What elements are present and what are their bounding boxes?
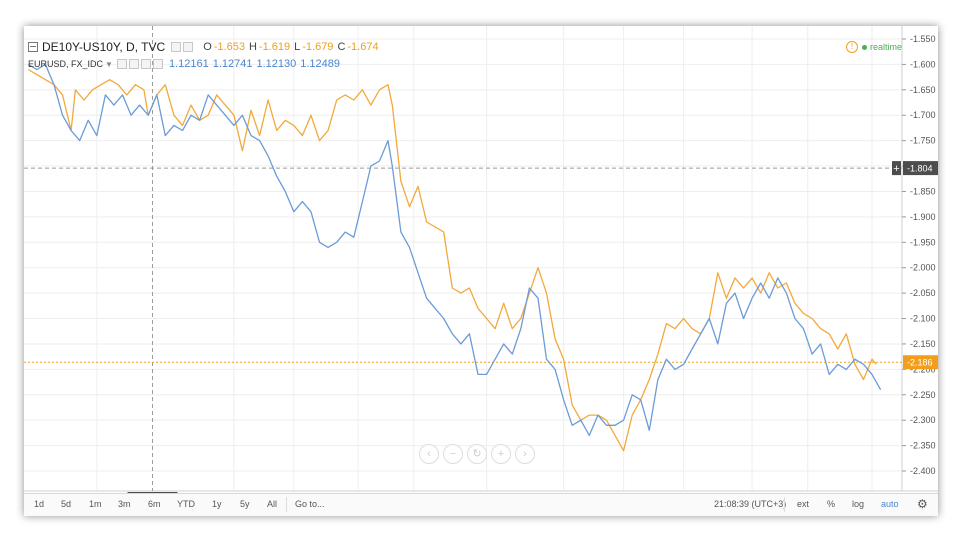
toolbar-divider — [784, 497, 785, 512]
auto-toggle[interactable]: auto — [881, 499, 899, 509]
compare-symbol-label[interactable]: EURUSD, FX_IDC — [28, 59, 104, 69]
range-1m-button[interactable]: 1m — [89, 499, 102, 509]
ohlc-open-value: -1.653 — [213, 41, 245, 53]
y-tick-label: -1.700 — [910, 110, 936, 120]
eye-icon[interactable] — [171, 42, 182, 52]
range-ytd-button[interactable]: YTD — [177, 499, 195, 509]
ohlc-open-key: O — [203, 41, 212, 53]
settings-small-icon[interactable] — [183, 42, 194, 52]
ohlc-close-value: -1.674 — [347, 41, 379, 53]
chart-navigation: ‹ − ↻ + › — [419, 444, 535, 464]
warning-icon[interactable]: ! — [845, 41, 858, 53]
ohlc-close-key: C — [337, 41, 346, 53]
goto-button[interactable]: Go to... — [295, 499, 325, 509]
range-6m-button[interactable]: 6m — [148, 499, 161, 509]
chart-window: -1.550-1.600-1.650-1.700-1.750-1.800-1.8… — [24, 26, 938, 516]
range-1d-button[interactable]: 1d — [34, 499, 45, 509]
y-tick-label: -2.200 — [910, 364, 936, 374]
ext-toggle[interactable]: ext — [797, 499, 810, 509]
range-1y-button[interactable]: 1y — [212, 499, 222, 509]
chart-canvas[interactable]: -1.550-1.600-1.650-1.700-1.750-1.800-1.8… — [24, 26, 938, 516]
realtime-status[interactable]: ! realtime — [845, 41, 902, 53]
series-line-spread — [27, 68, 877, 452]
y-tick-label: -2.000 — [910, 263, 936, 273]
reset-icon[interactable]: ↻ — [467, 444, 487, 464]
move-icon[interactable] — [140, 59, 151, 69]
last-price-bg — [903, 355, 938, 370]
status-dot-icon — [861, 44, 867, 50]
scroll-left-icon[interactable]: ‹ — [419, 444, 439, 464]
y-tick-label: -1.750 — [910, 136, 936, 146]
main-symbol-label[interactable]: DE10Y-US10Y, D, TVC — [42, 40, 166, 54]
range-5y-button[interactable]: 5y — [240, 499, 250, 509]
y-tick-label: -1.600 — [910, 59, 936, 69]
y-tick-label: -2.150 — [910, 339, 936, 349]
y-tick-label: -2.100 — [910, 314, 936, 324]
ohlc-high-value: -1.619 — [258, 41, 291, 53]
range-3m-button[interactable]: 3m — [118, 499, 131, 509]
percent-toggle[interactable]: % — [827, 499, 836, 509]
y-tick-label: -2.050 — [910, 288, 936, 298]
last-price-badge: -2.186 — [903, 355, 938, 370]
settings-small-icon[interactable] — [128, 59, 139, 69]
y-tick-label: -2.350 — [910, 441, 936, 451]
ohlc-low-key: L — [294, 41, 301, 53]
close-icon[interactable] — [152, 59, 163, 69]
eye-icon[interactable] — [116, 59, 127, 69]
collapse-icon[interactable] — [28, 42, 38, 52]
y-tick-label: -2.250 — [910, 390, 936, 400]
y-tick-label: -1.550 — [910, 34, 936, 44]
y-tick-label: -2.400 — [910, 466, 936, 476]
ohlc-high-key: H — [248, 41, 257, 53]
compare-close-value: 1.12489 — [300, 58, 340, 70]
scroll-right-icon[interactable]: › — [515, 444, 535, 464]
crosshair-price-label: -1.804 — [907, 164, 933, 174]
y-tick-label: -1.650 — [910, 85, 936, 95]
compare-low-value: 1.12130 — [256, 58, 297, 70]
zoom-out-icon[interactable]: − — [443, 444, 463, 464]
realtime-label: realtime — [869, 42, 902, 52]
range-all-button[interactable]: All — [267, 499, 278, 509]
clock-label[interactable]: 21:08:39 (UTC+3) — [714, 499, 787, 509]
y-tick-label: -1.900 — [910, 212, 936, 222]
compare-high-value: 1.12741 — [212, 58, 253, 70]
last-price-label: -2.186 — [907, 358, 933, 368]
main-series-legend: DE10Y-US10Y, D, TVC O -1.653 H -1.619 L … — [28, 40, 379, 54]
toolbar-divider — [286, 497, 287, 512]
ohlc-low-value: -1.679 — [302, 41, 334, 53]
bottom-toolbar: 1d 5d 1m 3m 6m YTD 1y 5y All Go to... 21… — [24, 493, 938, 516]
chevron-down-icon[interactable]: ▼ — [105, 59, 113, 69]
zoom-in-icon[interactable]: + — [491, 444, 511, 464]
range-5d-button[interactable]: 5d — [61, 499, 72, 509]
y-tick-label: -1.950 — [910, 237, 936, 247]
series-line-eurusd — [27, 63, 882, 437]
compare-series-legend: EURUSD, FX_IDC ▼ 1.12161 1.12741 1.12130… — [28, 58, 344, 70]
gear-icon[interactable]: ⚙ — [917, 497, 928, 511]
crosshair-price-badge: + -1.804 — [892, 161, 938, 176]
y-tick-label: -1.850 — [910, 186, 936, 196]
y-tick-label: -2.300 — [910, 415, 936, 425]
plus-icon: + — [893, 163, 899, 175]
plus-icon-bg — [892, 161, 901, 176]
compare-open-value: 1.12161 — [168, 58, 209, 70]
log-toggle[interactable]: log — [852, 499, 865, 509]
crosshair-price-bg — [903, 161, 938, 176]
